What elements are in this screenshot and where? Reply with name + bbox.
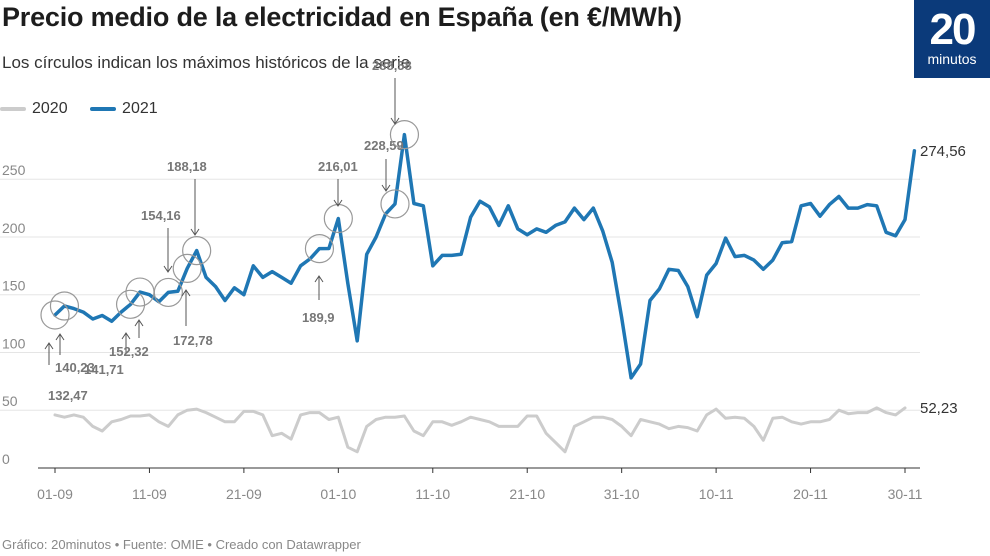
- annotation-label: 132,47: [48, 388, 88, 403]
- y-tick-label: 50: [2, 393, 18, 409]
- series-line-2021[interactable]: [53, 132, 917, 380]
- annotation-label: 172,78: [173, 333, 213, 348]
- annotation-label: 288,58: [372, 58, 412, 73]
- chart-title: Precio medio de la electricidad en Españ…: [2, 2, 682, 32]
- annotation-label: 140,23: [55, 360, 95, 375]
- end-label-2020: 52,23: [920, 400, 958, 417]
- annotation-arrowhead: [134, 319, 144, 327]
- annotation-arrowhead: [181, 289, 191, 297]
- annotation-label: 189,9: [302, 310, 335, 325]
- annotation-arrowhead: [55, 333, 65, 341]
- max-circle[interactable]: [182, 236, 212, 266]
- legend-label-2021: 2021: [122, 100, 158, 117]
- annotation-label: 216,01: [318, 159, 358, 174]
- annotation-arrowhead: [381, 184, 391, 192]
- annotation-arrowhead: [190, 228, 200, 236]
- annotation-label: 228,59: [364, 138, 404, 153]
- max-circle[interactable]: [115, 289, 146, 319]
- legend-swatch-2020: [0, 107, 26, 111]
- annotation-label: 152,32: [109, 344, 149, 359]
- legend-item-2020[interactable]: 2020: [0, 100, 68, 118]
- legend-swatch-2021: [90, 107, 117, 111]
- x-tick-label: 01-09: [37, 486, 73, 502]
- annotation-label: 188,18: [167, 159, 207, 174]
- chart-legend: 2020 2021: [0, 98, 176, 118]
- max-circle[interactable]: [172, 253, 202, 284]
- end-label-2021: 274,56: [920, 143, 966, 160]
- x-tick-label: 11-09: [132, 486, 167, 502]
- y-tick-label: 200: [2, 220, 26, 236]
- annotation-arrowhead: [314, 275, 324, 283]
- annotation-arrowhead: [333, 199, 343, 207]
- logo-number: 20: [929, 5, 977, 54]
- max-circle[interactable]: [389, 120, 420, 150]
- x-tick-label: 21-09: [226, 486, 262, 502]
- logo-word: minutos: [927, 51, 977, 67]
- brand-logo[interactable]: 20 minutos: [914, 0, 990, 78]
- max-circle[interactable]: [40, 300, 70, 330]
- series-line-2020[interactable]: [53, 406, 907, 454]
- y-tick-label: 150: [2, 278, 26, 294]
- x-tick-label: 21-10: [509, 486, 545, 502]
- max-circle[interactable]: [153, 277, 183, 308]
- annotation-arrowhead: [390, 117, 400, 125]
- legend-item-2021[interactable]: 2021: [90, 100, 158, 118]
- x-tick-label: 01-10: [320, 486, 356, 502]
- x-tick-label: 11-10: [415, 486, 450, 502]
- y-tick-label: 0: [2, 451, 10, 467]
- chart-footer: Gráfico: 20minutos • Fuente: OMIE • Crea…: [2, 537, 361, 552]
- max-circle[interactable]: [380, 189, 410, 219]
- line-chart: 0 50 100 150 200 250 01-09 11-09 21-09 01-10 11-10…: [0, 58, 966, 502]
- max-circle[interactable]: [49, 291, 80, 321]
- annotation-label: 141,71: [84, 362, 124, 377]
- annotation-arrowhead: [163, 265, 173, 273]
- annotation-arrowhead: [44, 342, 54, 350]
- x-tick-label: 20-11: [793, 486, 828, 502]
- y-tick-label: 100: [2, 335, 26, 351]
- x-tick-label: 30-11: [888, 486, 923, 502]
- annotation-label: 154,16: [141, 208, 181, 223]
- y-tick-label: 250: [2, 162, 26, 178]
- legend-label-2020: 2020: [32, 100, 68, 117]
- annotation-arrowhead: [121, 332, 131, 340]
- x-tick-label: 10-11: [699, 486, 734, 502]
- x-tick-label: 31-10: [604, 486, 640, 502]
- max-circle[interactable]: [304, 234, 335, 264]
- chart-subtitle: Los círculos indican los máximos históri…: [2, 53, 411, 72]
